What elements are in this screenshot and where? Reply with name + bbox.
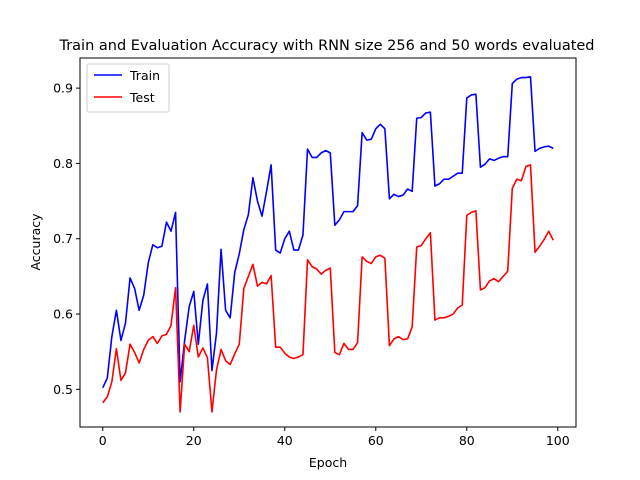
x-tick-label: 0 [99, 433, 107, 448]
y-tick-label: 0.8 [53, 156, 73, 171]
x-axis-title: Epoch [309, 455, 347, 470]
chart-title: Train and Evaluation Accuracy with RNN s… [58, 38, 594, 54]
series-line-train [102, 76, 554, 389]
legend-label-train: Train [129, 68, 160, 83]
y-tick-label: 0.6 [53, 307, 73, 322]
x-axis: 0 20 40 60 80 100 [99, 427, 570, 448]
plot-frame [79, 57, 577, 428]
x-tick-label: 100 [546, 433, 570, 448]
legend: Train Test [86, 63, 170, 113]
legend-box [86, 63, 170, 113]
y-axis: 0.5 0.6 0.7 0.8 0.9 [53, 81, 80, 397]
y-tick-label: 0.5 [53, 382, 73, 397]
x-tick-label: 20 [186, 433, 202, 448]
x-tick-label: 40 [277, 433, 293, 448]
y-axis-title: Accuracy [28, 213, 43, 271]
y-tick-label: 0.7 [53, 231, 73, 246]
plot-area [80, 58, 576, 427]
x-tick-label: 60 [368, 433, 384, 448]
x-tick-label: 80 [459, 433, 475, 448]
legend-label-test: Test [129, 90, 155, 105]
series-layer [102, 76, 554, 413]
series-line-test [102, 164, 554, 413]
y-tick-label: 0.9 [53, 81, 73, 96]
